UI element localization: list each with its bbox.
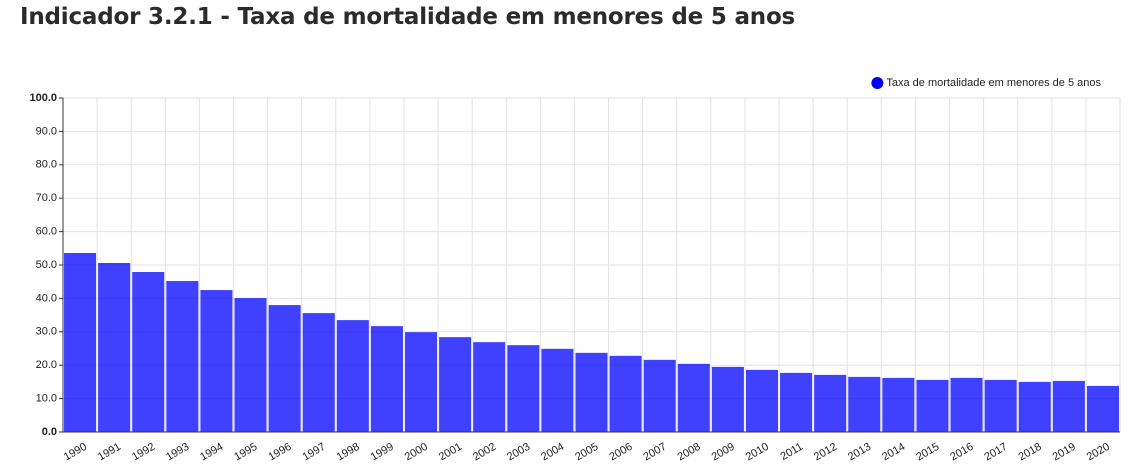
bar — [984, 379, 1017, 432]
y-tick-label: 60.0 — [36, 226, 57, 238]
x-tick-label: 2004 — [539, 441, 566, 464]
bar — [200, 290, 233, 432]
y-tick-label: 10.0 — [36, 393, 57, 405]
x-tick-label: 2009 — [710, 441, 737, 464]
y-tick-label: 100.0 — [29, 92, 57, 104]
y-tick-label: 0.0 — [42, 426, 57, 438]
legend-label: Taxa de mortalidade em menores de 5 anos — [886, 77, 1101, 89]
y-tick-label: 50.0 — [36, 259, 57, 271]
bar — [1018, 381, 1051, 432]
x-tick-label: 2016 — [948, 441, 975, 464]
x-tick-label: 1993 — [164, 441, 191, 464]
x-tick-label: 2001 — [437, 441, 464, 464]
x-tick-label: 2019 — [1051, 441, 1078, 464]
bar — [268, 305, 301, 432]
bar — [882, 377, 915, 432]
x-tick-label: 2003 — [505, 441, 532, 464]
bar — [609, 355, 642, 432]
x-tick-label: 1996 — [266, 441, 293, 464]
bar — [473, 342, 506, 432]
bar — [1052, 380, 1085, 432]
bar — [745, 369, 779, 432]
bar — [234, 298, 267, 432]
x-tick-label: 2015 — [914, 441, 941, 464]
x-tick-label: 1998 — [335, 441, 362, 464]
x-tick-label: 1995 — [232, 441, 259, 464]
y-tick-label: 70.0 — [36, 192, 57, 204]
y-tick-label: 90.0 — [36, 125, 57, 137]
bar — [950, 377, 983, 432]
bar — [370, 326, 403, 432]
bar — [166, 281, 199, 432]
x-tick-label: 2013 — [846, 441, 873, 464]
bar — [64, 252, 97, 432]
bar — [541, 348, 574, 432]
x-tick-label: 2017 — [982, 441, 1009, 464]
bar — [643, 359, 676, 432]
bar — [916, 379, 949, 432]
x-tick-label: 2005 — [573, 441, 600, 464]
x-tick-label: 2010 — [744, 441, 771, 464]
x-tick-label: 1994 — [198, 441, 225, 464]
bar — [1086, 385, 1119, 432]
x-tick-label: 1997 — [300, 441, 327, 464]
x-tick-label: 2018 — [1017, 441, 1044, 464]
x-tick-label: 1991 — [96, 441, 123, 464]
x-tick-label: 2008 — [676, 441, 703, 464]
x-tick-label: 1992 — [130, 441, 157, 464]
x-tick-label: 2011 — [779, 441, 805, 463]
bar — [848, 376, 881, 432]
legend-marker — [871, 77, 884, 89]
bar — [507, 345, 540, 432]
x-tick-label: 2012 — [812, 441, 839, 464]
bar — [677, 363, 710, 432]
bar — [711, 366, 744, 432]
chart-title: Indicador 3.2.1 - Taxa de mortalidade em… — [20, 4, 796, 30]
bar — [336, 320, 369, 432]
bar — [132, 272, 165, 432]
x-tick-label: 1999 — [369, 441, 396, 464]
x-tick-label: 2007 — [641, 441, 668, 464]
y-tick-label: 30.0 — [36, 326, 57, 338]
y-tick-label: 80.0 — [36, 159, 57, 171]
x-tick-label: 2006 — [607, 441, 634, 464]
bar — [780, 372, 813, 432]
bar — [814, 374, 847, 432]
bar — [575, 352, 608, 432]
y-tick-label: 40.0 — [36, 292, 57, 304]
y-tick-label: 20.0 — [36, 359, 57, 371]
bar — [404, 332, 438, 432]
x-tick-label: 2014 — [880, 441, 907, 464]
x-tick-label: 2020 — [1085, 441, 1112, 464]
bar — [439, 337, 472, 432]
x-tick-label: 2000 — [403, 441, 430, 464]
bar — [98, 262, 131, 432]
x-tick-label: 2002 — [471, 441, 498, 464]
x-tick-label: 1990 — [62, 441, 89, 464]
bar — [302, 313, 335, 432]
